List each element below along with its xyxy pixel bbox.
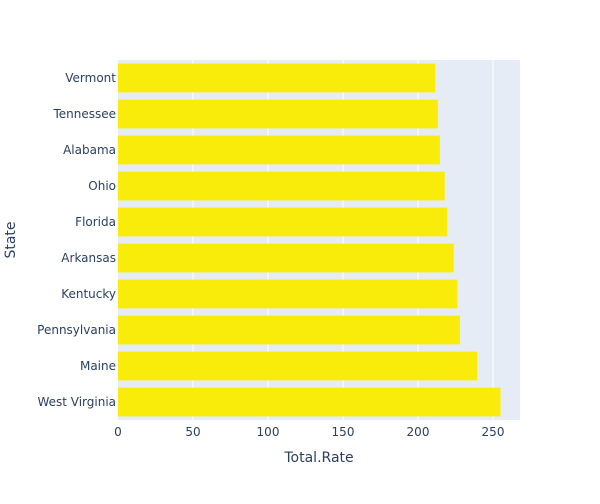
bars	[118, 63, 501, 417]
y-tick-label: Arkansas	[61, 251, 116, 265]
y-tick-label: Vermont	[65, 71, 116, 85]
x-tick-label: 0	[114, 425, 122, 439]
y-tick-label: Alabama	[63, 143, 116, 157]
x-tick-label: 150	[332, 425, 355, 439]
y-axis-title: State	[3, 221, 19, 258]
y-tick-label: West Virginia	[37, 395, 116, 409]
y-tick-label: Florida	[75, 215, 116, 229]
bar-alabama	[118, 135, 440, 165]
y-tick-labels: Vermont Tennessee Alabama Ohio Florida Arkans…	[37, 71, 116, 409]
x-tick-label: 250	[482, 425, 505, 439]
x-tick-labels: 0 50 100 150 200 250	[114, 425, 504, 439]
y-tick-label: Kentucky	[61, 287, 116, 301]
x-axis-title: Total.Rate	[283, 450, 353, 466]
y-tick-label: Ohio	[88, 179, 116, 193]
x-tick-label: 200	[407, 425, 430, 439]
y-tick-label: Maine	[80, 359, 116, 373]
bar-maine	[118, 351, 478, 381]
bar-kentucky	[118, 279, 458, 309]
bar-vermont	[118, 63, 436, 93]
bar-pennsylvania	[118, 315, 460, 345]
x-tick-label: 50	[185, 425, 200, 439]
x-tick-label: 100	[257, 425, 280, 439]
y-tick-label: Tennessee	[52, 107, 116, 121]
y-tick-label: Pennsylvania	[37, 323, 116, 337]
bar-ohio	[118, 171, 445, 201]
bar-florida	[118, 207, 448, 237]
bar-arkansas	[118, 243, 454, 273]
bar-tennessee	[118, 99, 438, 129]
bar-west-virginia	[118, 387, 501, 417]
